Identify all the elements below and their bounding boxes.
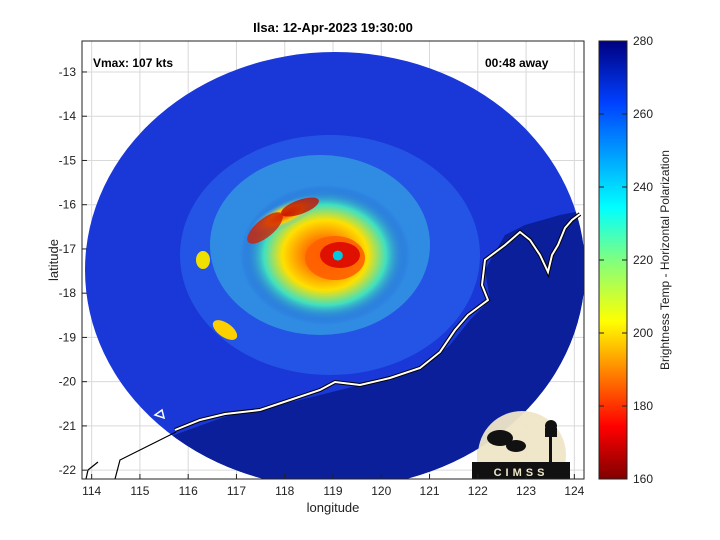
x-tick-label: 116: [179, 484, 198, 498]
x-tick-label: 119: [323, 484, 342, 498]
colorbar-tick-label: 180: [633, 399, 653, 413]
x-tick-label: 122: [468, 484, 488, 498]
y-tick-label: -14: [59, 109, 77, 123]
y-tick-label: -18: [59, 286, 77, 300]
y-tick-label: -22: [59, 463, 77, 477]
x-tick-label: 117: [227, 484, 246, 498]
colorbar-tick-label: 240: [633, 180, 653, 194]
coastline-outside: [85, 431, 177, 479]
y-tick-label: -21: [59, 419, 77, 433]
y-tick-label: -19: [59, 330, 77, 344]
y-tick-label: -17: [59, 242, 77, 256]
time-away-label: 00:48 away: [485, 56, 549, 70]
x-tick-label: 115: [130, 484, 149, 498]
colorbar-tick-label: 220: [633, 253, 653, 267]
colorbar-tick-label: 260: [633, 107, 653, 121]
coastline: [174, 213, 581, 431]
colorbar-ticks: 280 260 240 220 200 180 160: [599, 34, 653, 486]
y-axis: -13 -14 -15 -16 -17 -18 -19 -20 -21 -22: [59, 65, 87, 477]
y-tick-label: -20: [59, 375, 77, 389]
y-tick-label: -13: [59, 65, 77, 79]
colorbar-tick-label: 280: [633, 34, 653, 48]
x-tick-label: 120: [371, 484, 391, 498]
y-tick-label: -16: [59, 198, 77, 212]
cimss-logo: CIMSS: [472, 411, 570, 479]
x-tick-label: 114: [82, 484, 101, 498]
x-axis-label: longitude: [307, 500, 360, 515]
x-axis: 114 115 116 117 118 119 120 121 122 123 124: [82, 474, 585, 498]
colorbar-tick-label: 200: [633, 326, 653, 340]
colorbar-label: Brightness Temp - Horizontal Polarizatio…: [658, 150, 672, 370]
storm-eye: [332, 250, 343, 261]
x-tick-label: 123: [516, 484, 536, 498]
x-tick-label: 121: [420, 484, 440, 498]
vmax-label: Vmax: 107 kts: [93, 56, 173, 70]
chart-title: Ilsa: 12-Apr-2023 19:30:00: [253, 20, 413, 35]
x-tick-label: 124: [564, 484, 584, 498]
logo-text: CIMSS: [494, 467, 549, 479]
map-layer: CIMSS: [82, 41, 584, 479]
y-axis-label: latitude: [46, 239, 61, 281]
x-tick-label: 118: [275, 484, 294, 498]
land-region: [160, 210, 584, 479]
y-tick-label: -15: [59, 153, 77, 167]
colorbar-tick-label: 160: [633, 472, 653, 486]
